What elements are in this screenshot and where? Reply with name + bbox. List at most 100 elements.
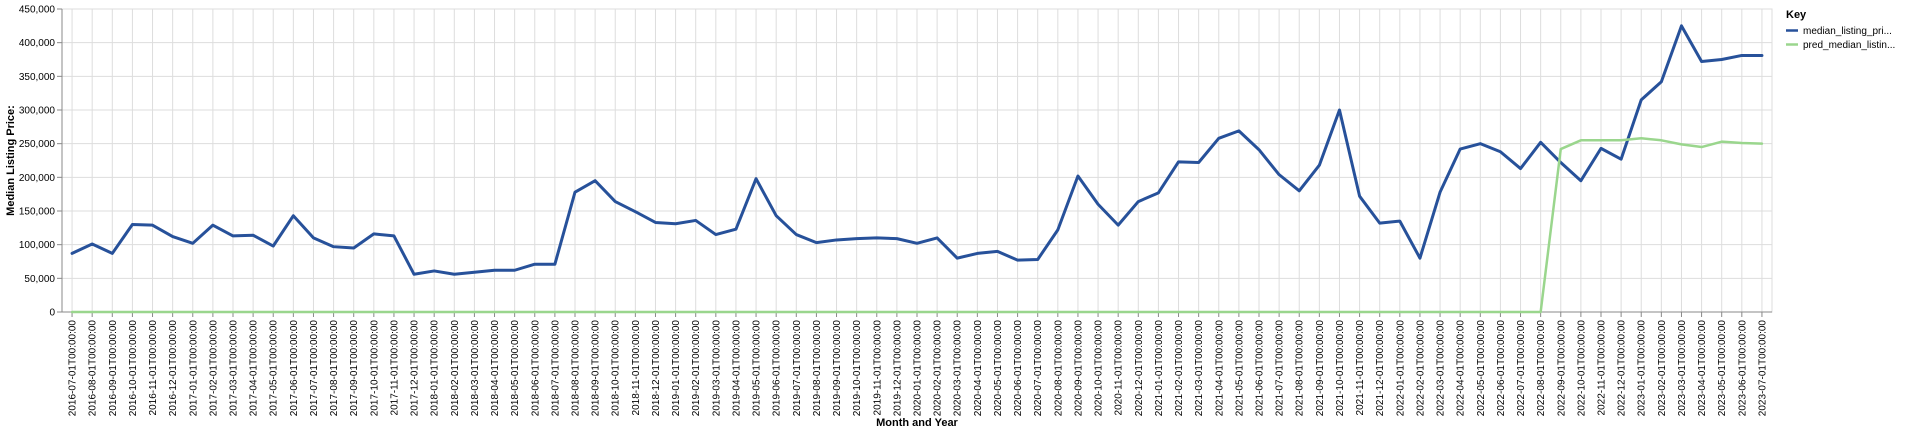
x-tick-label: 2023-01-01T00:00:00 (1637, 320, 1648, 417)
y-tick-label: 250,000 (19, 139, 56, 150)
x-tick-label: 2017-07-01T00:00:00 (309, 320, 320, 417)
x-tick-label: 2021-07-01T00:00:00 (1275, 320, 1286, 417)
series-layer (70, 24, 1764, 314)
x-tick-label: 2021-04-01T00:00:00 (1214, 320, 1225, 417)
x-tick-label: 2020-10-01T00:00:00 (1094, 320, 1105, 417)
series-line-2 (70, 137, 1764, 314)
x-tick-label: 2018-03-01T00:00:00 (470, 320, 481, 417)
x-tick-label: 2017-06-01T00:00:00 (289, 320, 300, 417)
x-tick-label: 2022-05-01T00:00:00 (1476, 320, 1487, 417)
x-tick-label: 2022-09-01T00:00:00 (1556, 320, 1567, 417)
x-tick-label: 2022-08-01T00:00:00 (1536, 320, 1547, 417)
x-tick-label: 2016-10-01T00:00:00 (128, 320, 139, 417)
x-tick-label: 2020-08-01T00:00:00 (1053, 320, 1064, 417)
x-tick-label: 2019-01-01T00:00:00 (671, 320, 682, 417)
x-tick-label: 2023-03-01T00:00:00 (1677, 320, 1688, 417)
x-axis: 2016-07-01T00:00:00 2016-08-01T00:00:00 20… (62, 311, 1772, 417)
legend: Key median_listing_pri... pred_median_lis… (1786, 9, 1895, 51)
x-tick-label: 2021-05-01T00:00:00 (1234, 320, 1245, 417)
x-tick-label: 2019-10-01T00:00:00 (852, 320, 863, 417)
x-tick-label: 2019-06-01T00:00:00 (772, 320, 783, 417)
x-tick-label: 2023-06-01T00:00:00 (1737, 320, 1748, 417)
x-tick-label: 2021-01-01T00:00:00 (1154, 320, 1165, 417)
x-tick-label: 2016-12-01T00:00:00 (168, 320, 179, 417)
x-tick-label: 2016-09-01T00:00:00 (108, 320, 119, 417)
x-tick-label: 2018-01-01T00:00:00 (430, 320, 441, 417)
x-tick-label: 2022-12-01T00:00:00 (1617, 320, 1628, 417)
x-tick-label: 2018-02-01T00:00:00 (450, 320, 461, 417)
x-tick-label: 2020-11-01T00:00:00 (1114, 320, 1125, 416)
x-tick-label: 2022-03-01T00:00:00 (1436, 320, 1447, 417)
x-tick-label: 2016-11-01T00:00:00 (148, 320, 159, 416)
x-tick-label: 2021-12-01T00:00:00 (1375, 320, 1386, 417)
y-tick-label: 100,000 (19, 240, 56, 251)
x-tick-label: 2022-01-01T00:00:00 (1395, 320, 1406, 417)
x-tick-label: 2017-10-01T00:00:00 (369, 320, 380, 417)
x-tick-label: 2016-08-01T00:00:00 (88, 320, 99, 417)
x-tick-label: 2019-08-01T00:00:00 (812, 320, 823, 417)
x-tick-label: 2019-12-01T00:00:00 (892, 320, 903, 417)
x-tick-label: 2017-05-01T00:00:00 (269, 320, 280, 417)
x-tick-label: 2019-04-01T00:00:00 (731, 320, 742, 417)
x-tick-label: 2018-07-01T00:00:00 (550, 320, 561, 417)
y-tick-label: 0 (49, 308, 55, 319)
x-tick-label: 2022-04-01T00:00:00 (1456, 320, 1467, 417)
gridlines (62, 8, 1772, 313)
y-tick-label: 400,000 (19, 38, 56, 49)
legend-title: Key (1786, 9, 1807, 21)
x-tick-label: 2021-03-01T00:00:00 (1194, 320, 1205, 417)
x-tick-label: 2018-08-01T00:00:00 (571, 320, 582, 417)
x-tick-label: 2019-05-01T00:00:00 (752, 320, 763, 417)
x-tick-label: 2017-01-01T00:00:00 (188, 320, 199, 417)
x-tick-label: 2021-02-01T00:00:00 (1174, 320, 1185, 417)
x-tick-label: 2017-09-01T00:00:00 (349, 320, 360, 417)
x-tick-label: 2020-04-01T00:00:00 (973, 320, 984, 417)
x-tick-label: 2022-02-01T00:00:00 (1415, 320, 1426, 417)
x-tick-label: 2019-11-01T00:00:00 (872, 320, 883, 416)
legend-label-2: pred_median_listin... (1803, 40, 1895, 51)
x-tick-label: 2018-04-01T00:00:00 (490, 320, 501, 417)
y-axis-title: Median Listing Price: (5, 105, 17, 216)
x-tick-label: 2017-08-01T00:00:00 (329, 320, 340, 417)
x-tick-label: 2023-07-01T00:00:00 (1757, 320, 1768, 417)
x-tick-label: 2019-07-01T00:00:00 (792, 320, 803, 417)
x-tick-label: 2022-06-01T00:00:00 (1496, 320, 1507, 417)
x-tick-label: 2023-05-01T00:00:00 (1717, 320, 1728, 417)
x-tick-label: 2020-05-01T00:00:00 (993, 320, 1004, 417)
x-tick-label: 2017-03-01T00:00:00 (229, 320, 240, 417)
x-tick-label: 2018-10-01T00:00:00 (611, 320, 622, 417)
y-tick-label: 300,000 (19, 106, 56, 117)
y-tick-label: 350,000 (19, 72, 56, 83)
x-tick-label: 2021-11-01T00:00:00 (1355, 320, 1366, 416)
x-tick-label: 2022-11-01T00:00:00 (1597, 320, 1608, 416)
x-tick-label: 2023-02-01T00:00:00 (1657, 320, 1668, 417)
y-tick-label: 450,000 (19, 5, 56, 16)
x-tick-label: 2021-09-01T00:00:00 (1315, 320, 1326, 417)
x-tick-label: 2020-06-01T00:00:00 (1013, 320, 1024, 417)
x-tick-label: 2018-11-01T00:00:00 (631, 320, 642, 416)
y-tick-label: 200,000 (19, 173, 56, 184)
x-tick-label: 2023-04-01T00:00:00 (1697, 320, 1708, 417)
x-tick-label: 2018-12-01T00:00:00 (651, 320, 662, 417)
x-tick-label: 2018-06-01T00:00:00 (530, 320, 541, 417)
y-axis: 0 50,000 100,000 150,000 200,000 250,000 300,0… (19, 5, 63, 319)
x-tick-label: 2019-03-01T00:00:00 (711, 320, 722, 417)
x-tick-label: 2022-10-01T00:00:00 (1576, 320, 1587, 417)
x-tick-label: 2020-01-01T00:00:00 (913, 320, 924, 417)
series-line-1 (70, 24, 1764, 276)
x-tick-label: 2017-02-01T00:00:00 (208, 320, 219, 417)
y-tick-label: 50,000 (24, 274, 55, 285)
x-tick-label: 2017-04-01T00:00:00 (249, 320, 260, 417)
x-tick-label: 2021-08-01T00:00:00 (1295, 320, 1306, 417)
x-axis-title: Month and Year (876, 417, 958, 429)
x-tick-label: 2016-07-01T00:00:00 (68, 320, 79, 417)
x-tick-label: 2020-07-01T00:00:00 (1033, 320, 1044, 417)
x-tick-label: 2017-11-01T00:00:00 (389, 320, 400, 416)
x-tick-label: 2022-07-01T00:00:00 (1516, 320, 1527, 417)
x-tick-label: 2018-09-01T00:00:00 (591, 320, 602, 417)
y-tick-label: 150,000 (19, 207, 56, 218)
x-tick-label: 2019-09-01T00:00:00 (832, 320, 843, 417)
x-tick-label: 2020-02-01T00:00:00 (933, 320, 944, 417)
x-tick-label: 2021-06-01T00:00:00 (1255, 320, 1266, 417)
